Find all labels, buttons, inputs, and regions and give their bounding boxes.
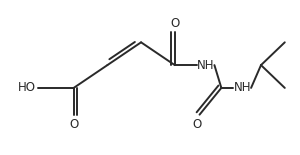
Text: O: O	[192, 118, 201, 131]
Text: NH: NH	[197, 59, 214, 72]
Text: HO: HO	[18, 81, 36, 94]
Text: O: O	[69, 118, 78, 131]
Text: NH: NH	[233, 81, 251, 94]
Text: O: O	[170, 17, 179, 30]
